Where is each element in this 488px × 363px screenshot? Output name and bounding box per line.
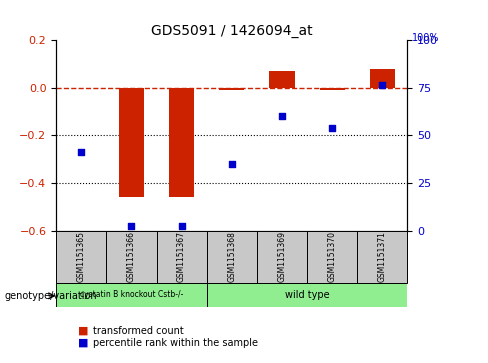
Point (328, 125, 336, 131)
FancyBboxPatch shape (157, 231, 207, 283)
FancyBboxPatch shape (207, 231, 257, 283)
Point (77, 149, 85, 155)
Text: GSM1151369: GSM1151369 (278, 231, 286, 282)
Text: ■: ■ (78, 326, 89, 336)
Text: GSM1151367: GSM1151367 (177, 231, 186, 282)
Text: transformed count: transformed count (93, 326, 183, 336)
Text: GSM1151365: GSM1151365 (77, 231, 86, 282)
Bar (370, 69, 395, 87)
Point (178, 223, 185, 229)
Text: GSM1151371: GSM1151371 (378, 231, 387, 282)
FancyBboxPatch shape (106, 231, 157, 283)
FancyBboxPatch shape (207, 283, 407, 307)
Text: genotype/variation: genotype/variation (5, 291, 98, 301)
Text: 100%: 100% (412, 33, 440, 43)
Bar (320, 87, 345, 90)
Text: GSM1151370: GSM1151370 (327, 231, 337, 282)
Text: ■: ■ (78, 338, 89, 348)
Text: GSM1151368: GSM1151368 (227, 231, 236, 282)
Point (278, 113, 286, 119)
Bar (119, 87, 144, 197)
Text: cystatin B knockout Cstb-/-: cystatin B knockout Cstb-/- (80, 290, 183, 299)
Title: GDS5091 / 1426094_at: GDS5091 / 1426094_at (151, 24, 313, 37)
Text: GSM1151366: GSM1151366 (127, 231, 136, 282)
FancyBboxPatch shape (56, 231, 106, 283)
Point (127, 223, 135, 229)
Point (379, 82, 386, 88)
FancyBboxPatch shape (257, 231, 307, 283)
FancyBboxPatch shape (357, 231, 407, 283)
Bar (269, 71, 295, 87)
Bar (169, 87, 194, 197)
Bar (219, 87, 244, 90)
Point (228, 161, 236, 167)
FancyBboxPatch shape (56, 283, 207, 307)
FancyBboxPatch shape (307, 231, 357, 283)
Text: percentile rank within the sample: percentile rank within the sample (93, 338, 258, 348)
Text: wild type: wild type (285, 290, 329, 300)
